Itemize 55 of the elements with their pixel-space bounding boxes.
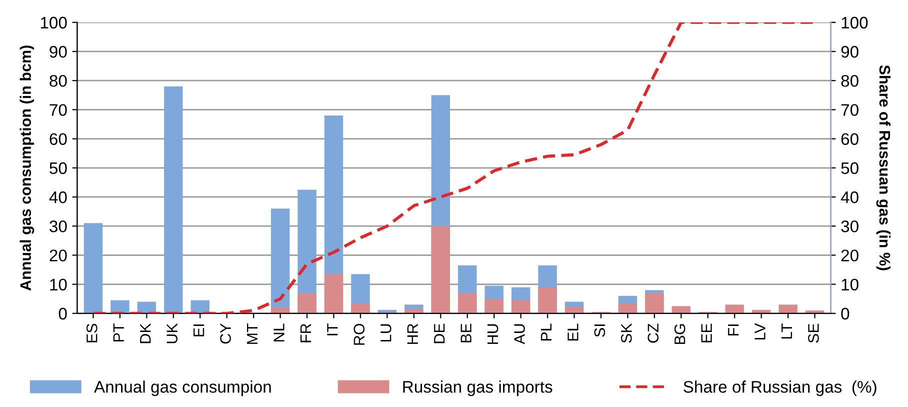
y2-tick-label: 0 bbox=[841, 308, 850, 320]
x-tick-label: SK bbox=[620, 323, 632, 343]
x-tick-label: HR bbox=[407, 324, 418, 344]
legend-label: Annual gas consumpion bbox=[94, 380, 271, 396]
x-tick-label: RO bbox=[354, 324, 365, 345]
y2-tick-label: 60 bbox=[841, 133, 858, 145]
y-tick-label: 80 bbox=[50, 74, 67, 87]
x-tick-label: UK bbox=[166, 323, 178, 344]
y-tick-label: 90 bbox=[50, 46, 67, 58]
x-tick-label: ES bbox=[86, 324, 98, 342]
y2-tick-label: 10 bbox=[842, 278, 858, 290]
y2-tick-label: 50 bbox=[841, 162, 858, 174]
y2-tick-label: 30 bbox=[841, 220, 858, 232]
x-tick-label: PT bbox=[113, 323, 124, 342]
x-tick-label: SI bbox=[594, 324, 606, 337]
y-tick-label: 70 bbox=[50, 104, 67, 116]
y2-axis-title: Share of Russuan gas (in %) bbox=[876, 65, 891, 270]
x-tick-label: MT bbox=[247, 323, 258, 344]
x-tick-label: BE bbox=[460, 324, 472, 342]
y-tick-label: 30 bbox=[50, 220, 67, 232]
x-tick-label: FI bbox=[728, 324, 739, 336]
x-tick-label: LT bbox=[782, 323, 792, 339]
x-tick-label: IT bbox=[327, 323, 338, 336]
y-tick-label: 10 bbox=[50, 278, 67, 290]
x-tick-label: EL bbox=[568, 324, 578, 341]
y-tick-label: 20 bbox=[50, 250, 67, 262]
y2-tick-label: 70 bbox=[841, 104, 858, 116]
y2-tick-label: 90 bbox=[841, 46, 858, 58]
x-tick-label: CY bbox=[220, 323, 231, 344]
x-tick-label: HU bbox=[488, 324, 498, 344]
x-tick-label: LV bbox=[754, 323, 766, 340]
y-tick-label: 50 bbox=[50, 162, 67, 174]
x-tick-label: DK bbox=[140, 323, 151, 344]
x-tick-label: EI bbox=[194, 324, 204, 336]
y-axis-title: Annual gas consumption (in bcm) bbox=[20, 46, 34, 291]
x-tick-label: FR bbox=[300, 324, 311, 342]
x-tick-label: AU bbox=[514, 324, 525, 344]
y2-tick-label: 20 bbox=[841, 250, 858, 262]
y-tick-label: 100 bbox=[40, 16, 67, 29]
y-tick-label: 40 bbox=[49, 191, 67, 204]
y2-tick-label: 80 bbox=[841, 74, 858, 87]
x-tick-label: NL bbox=[274, 324, 284, 342]
y2-tick-label: 100 bbox=[842, 16, 868, 29]
y2-tick-label: 40 bbox=[840, 191, 858, 204]
legend-label: Russian gas imports bbox=[403, 380, 552, 396]
x-tick-label: BG bbox=[674, 324, 686, 344]
legend-label: Share of Russian gas (%) bbox=[684, 380, 876, 396]
y-tick-label: 60 bbox=[50, 133, 67, 145]
x-tick-label: LU bbox=[380, 324, 392, 342]
y-tick-label: 0 bbox=[58, 308, 67, 320]
x-tick-label: PL bbox=[540, 324, 552, 341]
x-tick-label: EE bbox=[701, 324, 712, 342]
x-tick-label: SE bbox=[808, 324, 819, 343]
x-tick-label: CZ bbox=[648, 324, 659, 343]
x-tick-label: DE bbox=[434, 324, 445, 344]
